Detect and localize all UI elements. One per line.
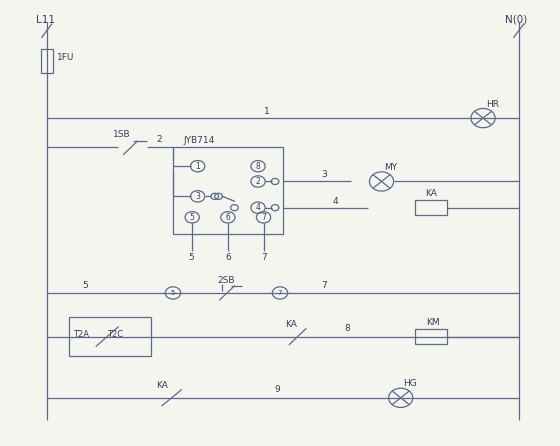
Text: 5: 5 [188,253,194,262]
Text: N(0): N(0) [505,15,528,25]
Text: T2A: T2A [73,330,89,339]
Bar [415,329,447,344]
Bar [415,200,447,215]
Text: 1SB: 1SB [113,130,130,139]
Text: 2: 2 [256,177,260,186]
Bar [173,146,283,234]
Text: 4: 4 [332,197,338,206]
Text: 2: 2 [156,136,162,145]
Text: 4: 4 [255,203,260,212]
Text: HR: HR [486,99,499,109]
Text: 3: 3 [195,192,200,201]
Text: 1FU: 1FU [57,53,74,62]
Text: KA: KA [426,189,437,198]
Text: 7: 7 [261,213,266,222]
Text: 5: 5 [190,213,195,222]
Bar [41,49,53,73]
Text: 7: 7 [278,290,282,296]
Text: 3: 3 [321,170,327,179]
Text: 6: 6 [226,213,230,222]
Text: 5: 5 [82,281,88,289]
Text: 1: 1 [264,107,269,116]
Text: 8: 8 [256,162,260,171]
Text: T2C: T2C [107,330,123,339]
Text: 8: 8 [345,324,351,333]
Text: KA: KA [156,381,169,390]
Text: HG: HG [403,380,417,388]
Text: 5: 5 [171,290,175,296]
Text: 1: 1 [195,162,200,171]
Text: L11: L11 [36,15,55,25]
Text: KM: KM [427,318,440,327]
Text: 9: 9 [274,385,280,394]
Text: KA: KA [286,320,297,329]
Text: JYB714: JYB714 [184,136,215,145]
Text: 7: 7 [261,253,267,262]
Text: MY: MY [384,163,398,172]
Bar [69,317,151,356]
Text: 6: 6 [225,253,231,262]
Text: 2SB: 2SB [217,276,235,285]
Text: 7: 7 [321,281,327,289]
